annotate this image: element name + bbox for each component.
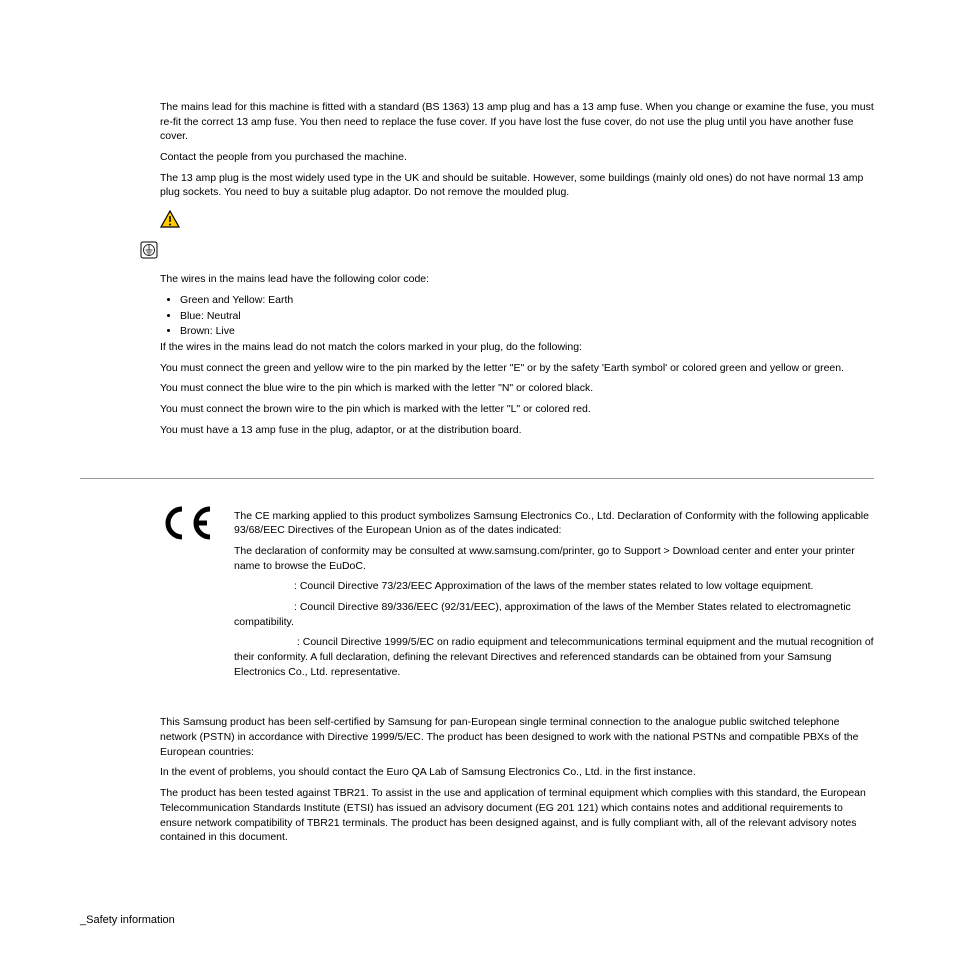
paragraph: In the event of problems, you should con… [160, 765, 874, 780]
paragraph: The declaration of conformity may be con… [234, 544, 874, 573]
paragraph: You must connect the brown wire to the p… [160, 402, 874, 417]
paragraph: Contact the people from you purchased th… [160, 150, 874, 165]
warning-icon-block [160, 210, 874, 233]
list-item: Green and Yellow: Earth [180, 293, 874, 309]
wiring-section: The wires in the mains lead have the fol… [160, 272, 874, 437]
wiring-heading: The wires in the mains lead have the fol… [160, 272, 874, 287]
paragraph: You must connect the blue wire to the pi… [160, 381, 874, 396]
certification-section: This Samsung product has been self-certi… [160, 715, 874, 845]
paragraph: You must have a 13 amp fuse in the plug,… [160, 423, 874, 438]
directive-line: : Council Directive 73/23/EEC Approximat… [234, 580, 813, 592]
directive-line: : Council Directive 89/336/EEC (92/31/EE… [234, 601, 851, 613]
paragraph: The 13 amp plug is the most widely used … [160, 171, 874, 200]
list-item: Blue: Neutral [180, 309, 874, 325]
paragraph: The product has been tested against TBR2… [160, 786, 874, 845]
directive-line-cont: compatibility. [234, 615, 874, 630]
directive-text: : Council Directive 1999/5/EC on radio e… [234, 636, 874, 677]
ground-icon [140, 241, 158, 264]
ce-section: The CE marking applied to this product s… [160, 509, 874, 686]
color-code-list: Green and Yellow: Earth Blue: Neutral Br… [180, 293, 874, 340]
ground-icon-block [140, 241, 874, 264]
paragraph: If the wires in the mains lead do not ma… [160, 340, 874, 355]
paragraph: The mains lead for this machine is fitte… [160, 100, 874, 144]
ce-text-block: The CE marking applied to this product s… [234, 509, 874, 686]
paragraph: This Samsung product has been self-certi… [160, 715, 874, 759]
paragraph: The CE marking applied to this product s… [234, 509, 874, 538]
directive-line [234, 636, 297, 648]
page-footer: _Safety information [80, 914, 175, 926]
paragraph: You must connect the green and yellow wi… [160, 361, 874, 376]
ce-mark-icon [160, 505, 216, 546]
list-item: Brown: Live [180, 324, 874, 340]
section-divider [80, 478, 874, 479]
warning-icon [160, 210, 180, 233]
mains-lead-section: The mains lead for this machine is fitte… [160, 100, 874, 200]
